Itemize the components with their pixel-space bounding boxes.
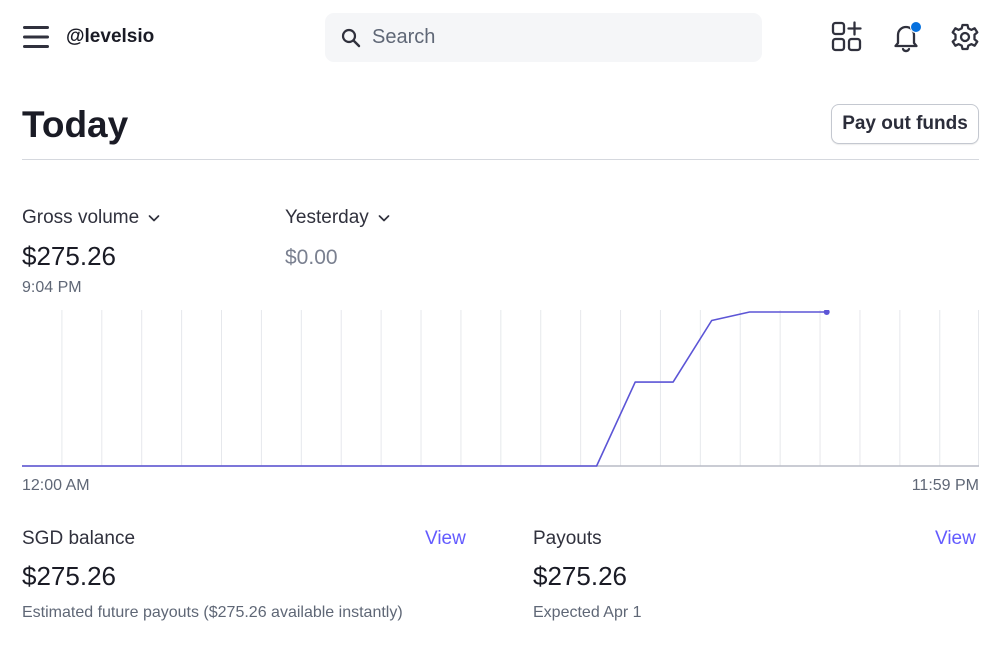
pay-out-funds-button[interactable]: Pay out funds xyxy=(831,104,979,144)
comparison-value: $0.00 xyxy=(285,246,338,269)
sgd-balance-label: SGD balance xyxy=(22,528,136,549)
gross-volume-label: Gross volume xyxy=(22,207,140,228)
comparison-label: Yesterday xyxy=(285,207,369,228)
series-end-dot xyxy=(823,310,830,315)
apps-add-icon[interactable] xyxy=(830,20,864,54)
header-divider xyxy=(22,159,979,160)
search-input[interactable] xyxy=(370,25,754,50)
payouts-value: $275.26 xyxy=(533,561,627,591)
sgd-balance-subtext: Estimated future payouts ($275.26 availa… xyxy=(22,604,403,621)
payouts-view-link[interactable]: View xyxy=(935,528,976,549)
account-name[interactable]: @levelsio xyxy=(66,26,155,47)
payouts-subtext: Expected Apr 1 xyxy=(533,604,642,621)
x-axis-end-label: 11:59 PM xyxy=(911,477,979,494)
search-icon xyxy=(341,28,361,47)
payouts-label: Payouts xyxy=(533,528,602,549)
x-axis-start-label: 12:00 AM xyxy=(22,477,90,494)
settings-gear-icon[interactable] xyxy=(948,20,982,54)
gross-volume-chart xyxy=(22,310,979,467)
chevron-down-icon xyxy=(378,215,390,222)
gross-volume-selector[interactable]: Gross volume xyxy=(22,207,161,229)
gross-volume-value: $275.26 xyxy=(22,241,116,271)
notifications-bell-icon[interactable] xyxy=(889,20,923,54)
menu-icon[interactable] xyxy=(22,24,50,50)
gross-volume-time: 9:04 PM xyxy=(22,279,82,296)
search-bar[interactable] xyxy=(325,13,762,62)
chart-gridlines xyxy=(61,310,979,466)
series-line xyxy=(22,311,827,467)
page-title: Today xyxy=(22,104,129,145)
sgd-balance-value: $275.26 xyxy=(22,561,116,591)
comparison-selector[interactable]: Yesterday xyxy=(285,207,391,229)
sgd-balance-view-link[interactable]: View xyxy=(425,528,466,549)
notification-badge xyxy=(910,21,922,33)
chevron-down-icon xyxy=(148,215,160,222)
